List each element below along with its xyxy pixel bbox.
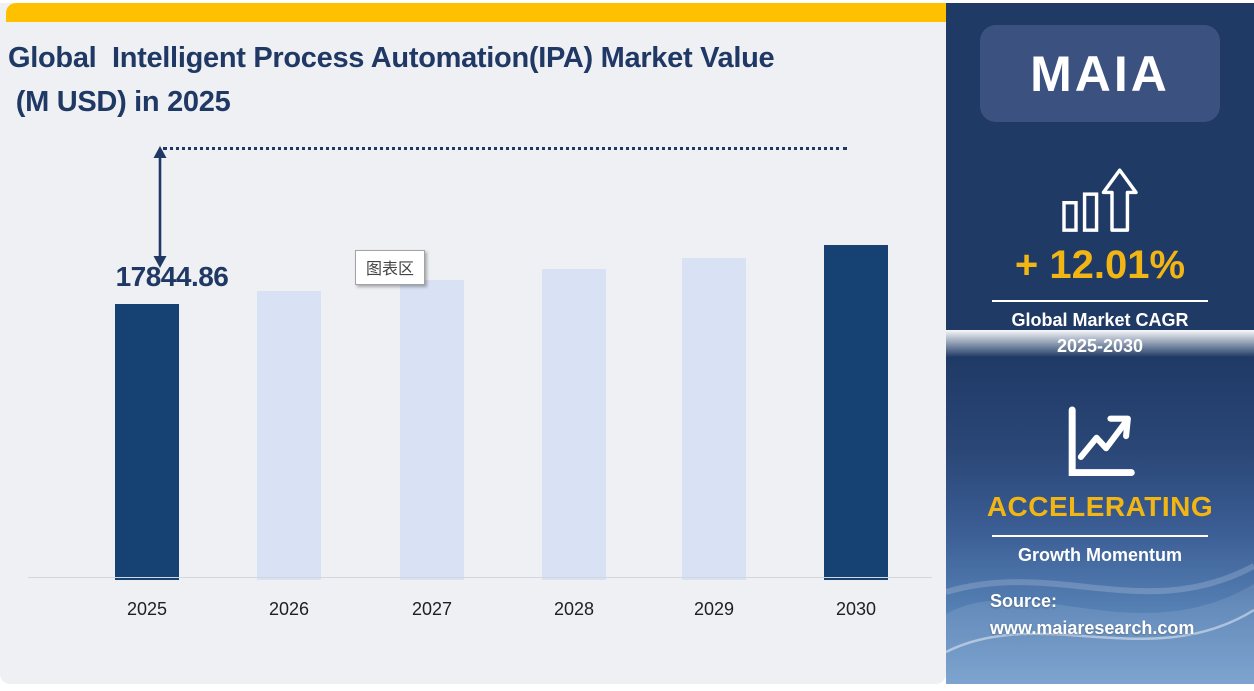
dotted-reference-line (163, 147, 847, 150)
chart-title-line2: (M USD) in 2025 (8, 86, 231, 118)
cagr-separator (992, 300, 1208, 302)
source-block: Source: www.maiaresearch.com (990, 588, 1194, 642)
source-label: Source: (990, 591, 1058, 611)
brand-logo-box: MAIA (980, 25, 1220, 122)
x-axis-line (28, 577, 932, 578)
cagr-value: + 12.01% (1014, 243, 1186, 287)
cagr-label-line1: Global Market CAGR (1011, 310, 1189, 330)
data-label-2025: 17844.86 (115, 261, 229, 292)
bar-2025[interactable] (115, 304, 179, 580)
brand-logo-text: MAIA (1030, 45, 1170, 102)
source-url: www.maiaresearch.com (990, 618, 1195, 638)
bar-2027[interactable] (400, 280, 464, 580)
bar-2030[interactable] (824, 245, 888, 580)
sidebar: MAIA + 12.01% Global Market CAGR 2025-20… (946, 3, 1254, 684)
momentum-value: ACCELERATING (986, 491, 1214, 522)
bar-2026[interactable] (257, 291, 321, 580)
double-arrow-icon (153, 146, 167, 268)
tick-label-2030: 2030 (835, 599, 877, 619)
growth-bars-icon (1062, 168, 1138, 232)
tick-label-2025: 2025 (126, 599, 168, 619)
tick-label-2026: 2026 (268, 599, 310, 619)
swoosh-decoration (946, 563, 1254, 684)
tick-label-2029: 2029 (693, 599, 735, 619)
cagr-label-line2: 2025-2030 (1056, 336, 1144, 356)
tick-label-2027: 2027 (411, 599, 453, 619)
trend-line-icon (1068, 406, 1135, 477)
bar-2028[interactable] (542, 269, 606, 580)
chart-area-tooltip: 图表区 (355, 250, 426, 285)
momentum-label: Growth Momentum (1018, 545, 1182, 565)
tick-label-2028: 2028 (553, 599, 595, 619)
gold-accent-bar (6, 3, 946, 22)
chart-title-line1: Global Intelligent Process Automation(IP… (8, 42, 775, 74)
momentum-separator (992, 535, 1208, 537)
bar-2029[interactable] (682, 258, 746, 580)
chart-title: Global Intelligent Process Automation(IP… (8, 36, 938, 124)
